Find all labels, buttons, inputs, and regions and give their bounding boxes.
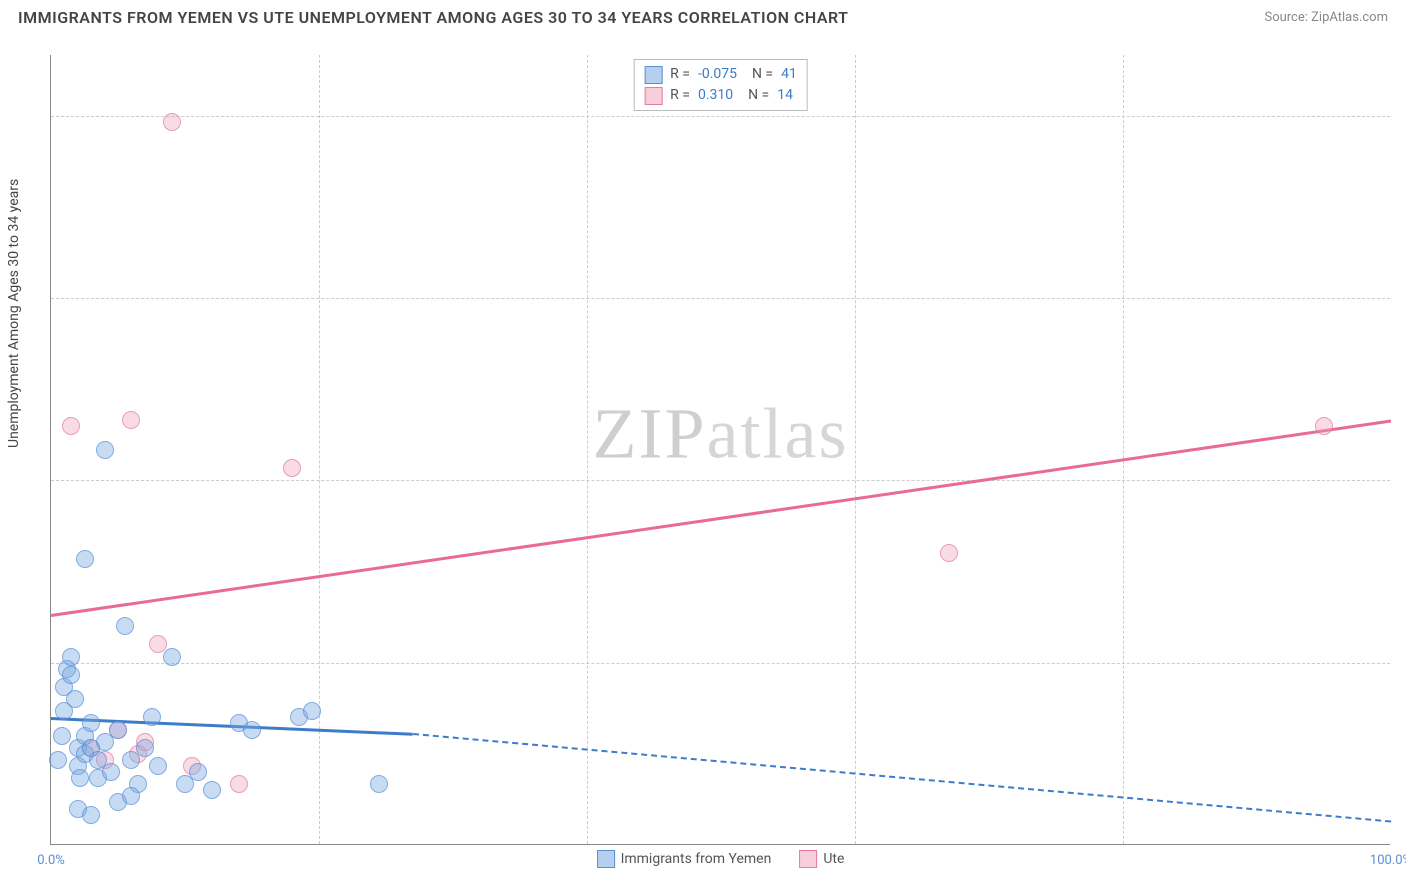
legend-item-blue: Immigrants from Yemen: [597, 850, 772, 868]
xtick-label: 0.0%: [37, 853, 65, 868]
data-point: [122, 787, 140, 805]
data-point: [62, 417, 80, 435]
data-point: [82, 806, 100, 824]
data-point: [163, 113, 181, 131]
ytick-label: 15.0%: [1398, 655, 1406, 670]
data-point: [96, 441, 114, 459]
legend-label-pink: Ute: [823, 851, 844, 867]
y-axis-label: Unemployment Among Ages 30 to 34 years: [6, 179, 22, 448]
n-value-pink: 14: [777, 85, 793, 106]
data-point: [143, 708, 161, 726]
chart-title: IMMIGRANTS FROM YEMEN VS UTE UNEMPLOYMEN…: [18, 8, 849, 27]
ytick-label: 60.0%: [1398, 108, 1406, 123]
data-point: [243, 721, 261, 739]
legend-item-pink: Ute: [799, 850, 844, 868]
watermark: ZIPatlas: [593, 392, 849, 475]
series-legend: Immigrants from Yemen Ute: [597, 850, 845, 868]
gridline-v: [855, 55, 856, 844]
source-label: Source: ZipAtlas.com: [1264, 10, 1388, 25]
trendline: [51, 420, 1391, 617]
data-point: [116, 617, 134, 635]
data-point: [283, 459, 301, 477]
swatch-pink-icon: [644, 87, 662, 105]
scatter-chart: ZIPatlas R = -0.075 N = 41 R = 0.310 N =…: [50, 55, 1390, 845]
ytick-label: 30.0%: [1398, 473, 1406, 488]
r-value-blue: -0.075: [698, 64, 737, 85]
n-value-blue: 41: [781, 64, 797, 85]
watermark-bold: ZIP: [593, 393, 707, 473]
data-point: [109, 721, 127, 739]
gridline-h: [51, 663, 1390, 664]
data-point: [49, 751, 67, 769]
swatch-blue-icon: [644, 66, 662, 84]
gridline-h: [51, 116, 1390, 117]
gridline-h: [51, 298, 1390, 299]
data-point: [136, 739, 154, 757]
data-point: [122, 411, 140, 429]
data-point: [1315, 417, 1333, 435]
data-point: [230, 775, 248, 793]
gridline-v: [1123, 55, 1124, 844]
ytick-label: 45.0%: [1398, 291, 1406, 306]
gridline-h: [51, 480, 1390, 481]
data-point: [62, 666, 80, 684]
legend-label-blue: Immigrants from Yemen: [621, 851, 772, 867]
swatch-blue-icon: [597, 850, 615, 868]
gridline-v: [587, 55, 588, 844]
data-point: [62, 648, 80, 666]
data-point: [203, 781, 221, 799]
xtick-label: 100.0%: [1370, 853, 1406, 868]
data-point: [102, 763, 120, 781]
data-point: [66, 690, 84, 708]
data-point: [53, 727, 71, 745]
data-point: [189, 763, 207, 781]
data-point: [940, 544, 958, 562]
data-point: [163, 648, 181, 666]
swatch-pink-icon: [799, 850, 817, 868]
correlation-legend: R = -0.075 N = 41 R = 0.310 N = 14: [633, 59, 808, 111]
watermark-light: atlas: [707, 393, 849, 473]
correlation-row-blue: R = -0.075 N = 41: [644, 64, 797, 85]
gridline-v: [319, 55, 320, 844]
correlation-row-pink: R = 0.310 N = 14: [644, 85, 797, 106]
data-point: [303, 702, 321, 720]
data-point: [370, 775, 388, 793]
r-value-pink: 0.310: [698, 85, 733, 106]
data-point: [76, 550, 94, 568]
data-point: [149, 757, 167, 775]
data-point: [71, 769, 89, 787]
trendline: [413, 733, 1391, 822]
data-point: [82, 714, 100, 732]
